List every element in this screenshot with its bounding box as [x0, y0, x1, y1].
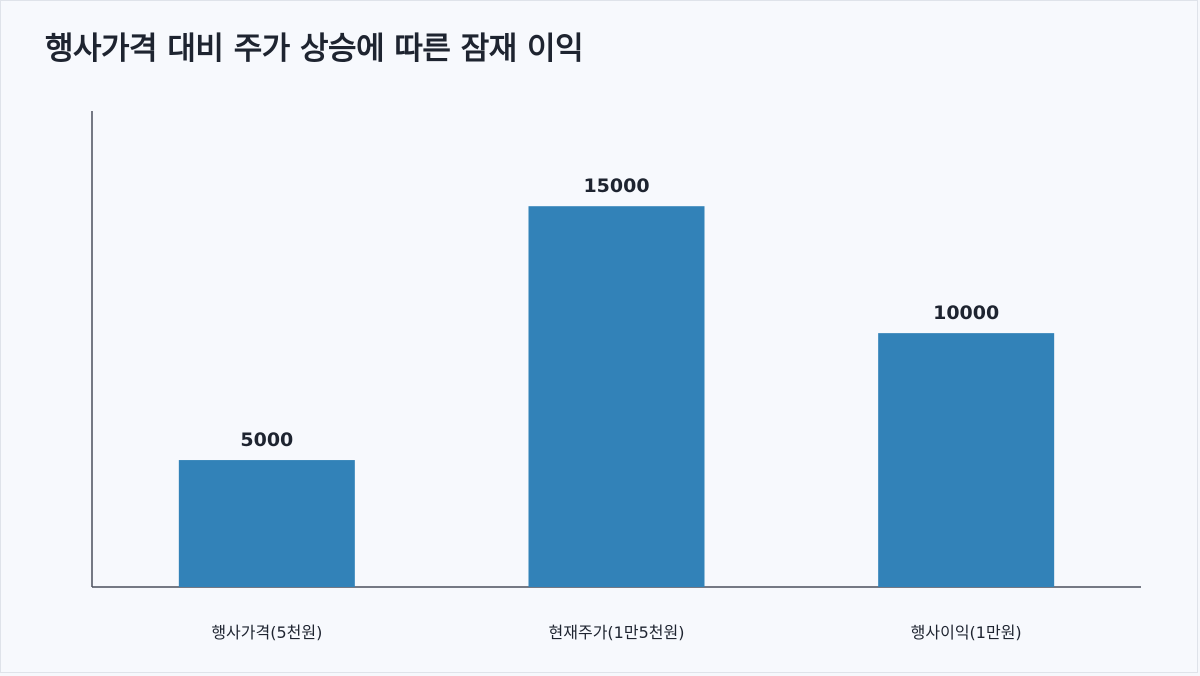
x-tick-label-1: 행사가격(5천원) — [211, 623, 322, 642]
data-label-1: 5000 — [240, 429, 293, 451]
bar-1 — [178, 460, 355, 587]
data-label-3: 10000 — [933, 302, 999, 324]
data-label-2: 15000 — [583, 175, 649, 197]
x-tick-label-3: 행사이익(1만원) — [911, 623, 1022, 642]
bar-2 — [528, 206, 705, 587]
bars-group — [178, 206, 1055, 587]
value-labels-group: 5000 15000 10000 — [240, 175, 999, 451]
tick-labels-group: 행사가격(5천원) 현재주가(1만5천원) 행사이익(1만원) — [211, 623, 1021, 642]
x-tick-label-2: 현재주가(1만5천원) — [549, 623, 685, 642]
chart-title: 행사가격 대비 주가 상승에 따른 잠재 이익 — [45, 31, 584, 67]
bar-3 — [878, 333, 1055, 587]
